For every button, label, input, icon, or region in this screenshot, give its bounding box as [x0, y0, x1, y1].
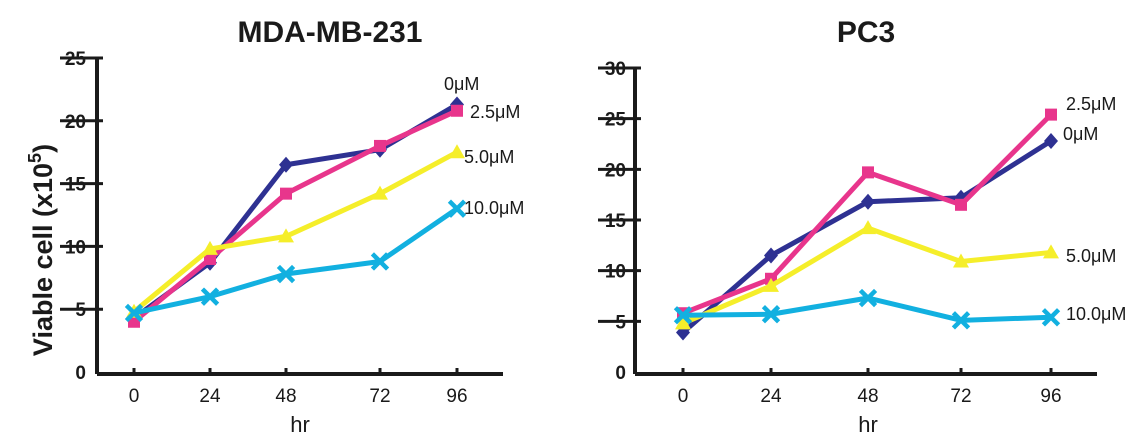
series-line [132, 102, 459, 321]
x-tick-label: 96 [446, 386, 467, 407]
data-point-triangle [675, 315, 691, 330]
data-point-square [862, 166, 874, 179]
y-tick-label: 10 [605, 262, 626, 283]
data-point-triangle [278, 228, 294, 243]
chart-title: MDA-MB-231 [237, 16, 422, 49]
data-point-square [204, 252, 216, 265]
y-tick-label: 30 [605, 59, 626, 80]
series-line [132, 108, 459, 324]
x-tick-label: 0 [129, 386, 140, 407]
x-tick-label: 48 [275, 386, 296, 407]
series-2-5uM: 2.5μM [677, 94, 1116, 320]
y-tick-label: 20 [605, 160, 626, 181]
series-label: 2.5μM [470, 102, 520, 122]
x-tick-label: 24 [199, 386, 221, 407]
series-line [133, 206, 459, 316]
x-axis-title: hr [858, 412, 878, 437]
series-10-0uM: 10.0μM [673, 288, 1126, 330]
y-axis-title: Viable cell (x105) [25, 144, 58, 356]
data-point-square [280, 187, 292, 200]
data-point-x [673, 306, 693, 325]
data-point-x [858, 288, 878, 308]
y-tick-label: 25 [605, 110, 627, 131]
data-point-square [955, 198, 967, 211]
series-label: 0μM [1063, 124, 1098, 144]
data-point-triangle [202, 240, 218, 255]
data-point-triangle [953, 253, 969, 268]
series-label: 10.0μM [464, 198, 524, 218]
x-tick-label: 24 [760, 386, 782, 407]
series-0uM: 0μM [676, 124, 1098, 341]
data-point-diamond [279, 156, 293, 173]
data-point-diamond [764, 247, 778, 264]
chart-pc3: PC3 0 5 10 15 20 25 30 0 24 48 72 96 0μM 2.5μM 5.0μM 1… [598, 16, 1126, 437]
data-point-triangle [763, 277, 779, 292]
chart-title: PC3 [837, 16, 895, 49]
x-tick-label: 48 [857, 386, 878, 407]
y-tick-label: 15 [605, 211, 627, 232]
series-label: 5.0μM [1066, 246, 1116, 266]
data-point-square [451, 104, 463, 117]
x-axis-title: hr [290, 412, 310, 437]
y-tick-label: 20 [65, 112, 86, 133]
data-point-x [951, 311, 971, 330]
series-10-0uM: 10.0μM [124, 198, 524, 323]
y-tick-label: 25 [65, 49, 87, 70]
series-0uM: 0μM [127, 74, 479, 326]
data-point-square [374, 139, 386, 152]
data-point-triangle [449, 144, 465, 159]
series-5-0uM: 5.0μM [675, 220, 1116, 330]
y-tick-label: 15 [65, 175, 87, 196]
x-tick-label: 72 [950, 386, 971, 407]
data-point-x [761, 305, 781, 324]
y-tick-label: 0 [75, 363, 86, 384]
chart-mda-mb-231: MDA-MB-231 0 5 10 15 20 25 0 24 48 72 96 0μM 2.5μM 5… [60, 16, 524, 437]
series-label: 0μM [444, 74, 479, 94]
y-tick-label: 5 [75, 300, 86, 321]
series-line [132, 149, 459, 314]
data-point-triangle [372, 185, 388, 200]
data-point-x [1041, 308, 1061, 327]
data-point-x [276, 264, 296, 284]
series-label: 10.0μM [1066, 304, 1126, 324]
data-point-x [447, 199, 467, 218]
y-axis-title-main: Viable cell (x10 [28, 163, 58, 356]
y-axis-title-close: ) [28, 144, 58, 153]
data-point-triangle [860, 220, 876, 235]
series-5-0uM: 5.0μM [126, 144, 514, 318]
series-line [682, 225, 1052, 326]
data-point-x [124, 303, 144, 323]
data-point-square [1045, 108, 1057, 121]
y-tick-label: 0 [615, 363, 626, 384]
data-point-diamond [1044, 132, 1058, 149]
series-label: 2.5μM [1066, 94, 1116, 114]
data-point-diamond [861, 193, 875, 210]
x-tick-label: 72 [369, 386, 390, 407]
x-tick-label: 96 [1040, 386, 1061, 407]
data-point-x [370, 252, 390, 271]
data-point-triangle [1043, 244, 1059, 259]
y-tick-label: 5 [615, 312, 626, 333]
x-tick-label: 0 [678, 386, 689, 407]
data-point-x [200, 287, 220, 306]
series-label: 5.0μM [464, 147, 514, 167]
y-axis-title-superscript: 5 [25, 153, 45, 163]
y-tick-label: 10 [65, 237, 86, 258]
